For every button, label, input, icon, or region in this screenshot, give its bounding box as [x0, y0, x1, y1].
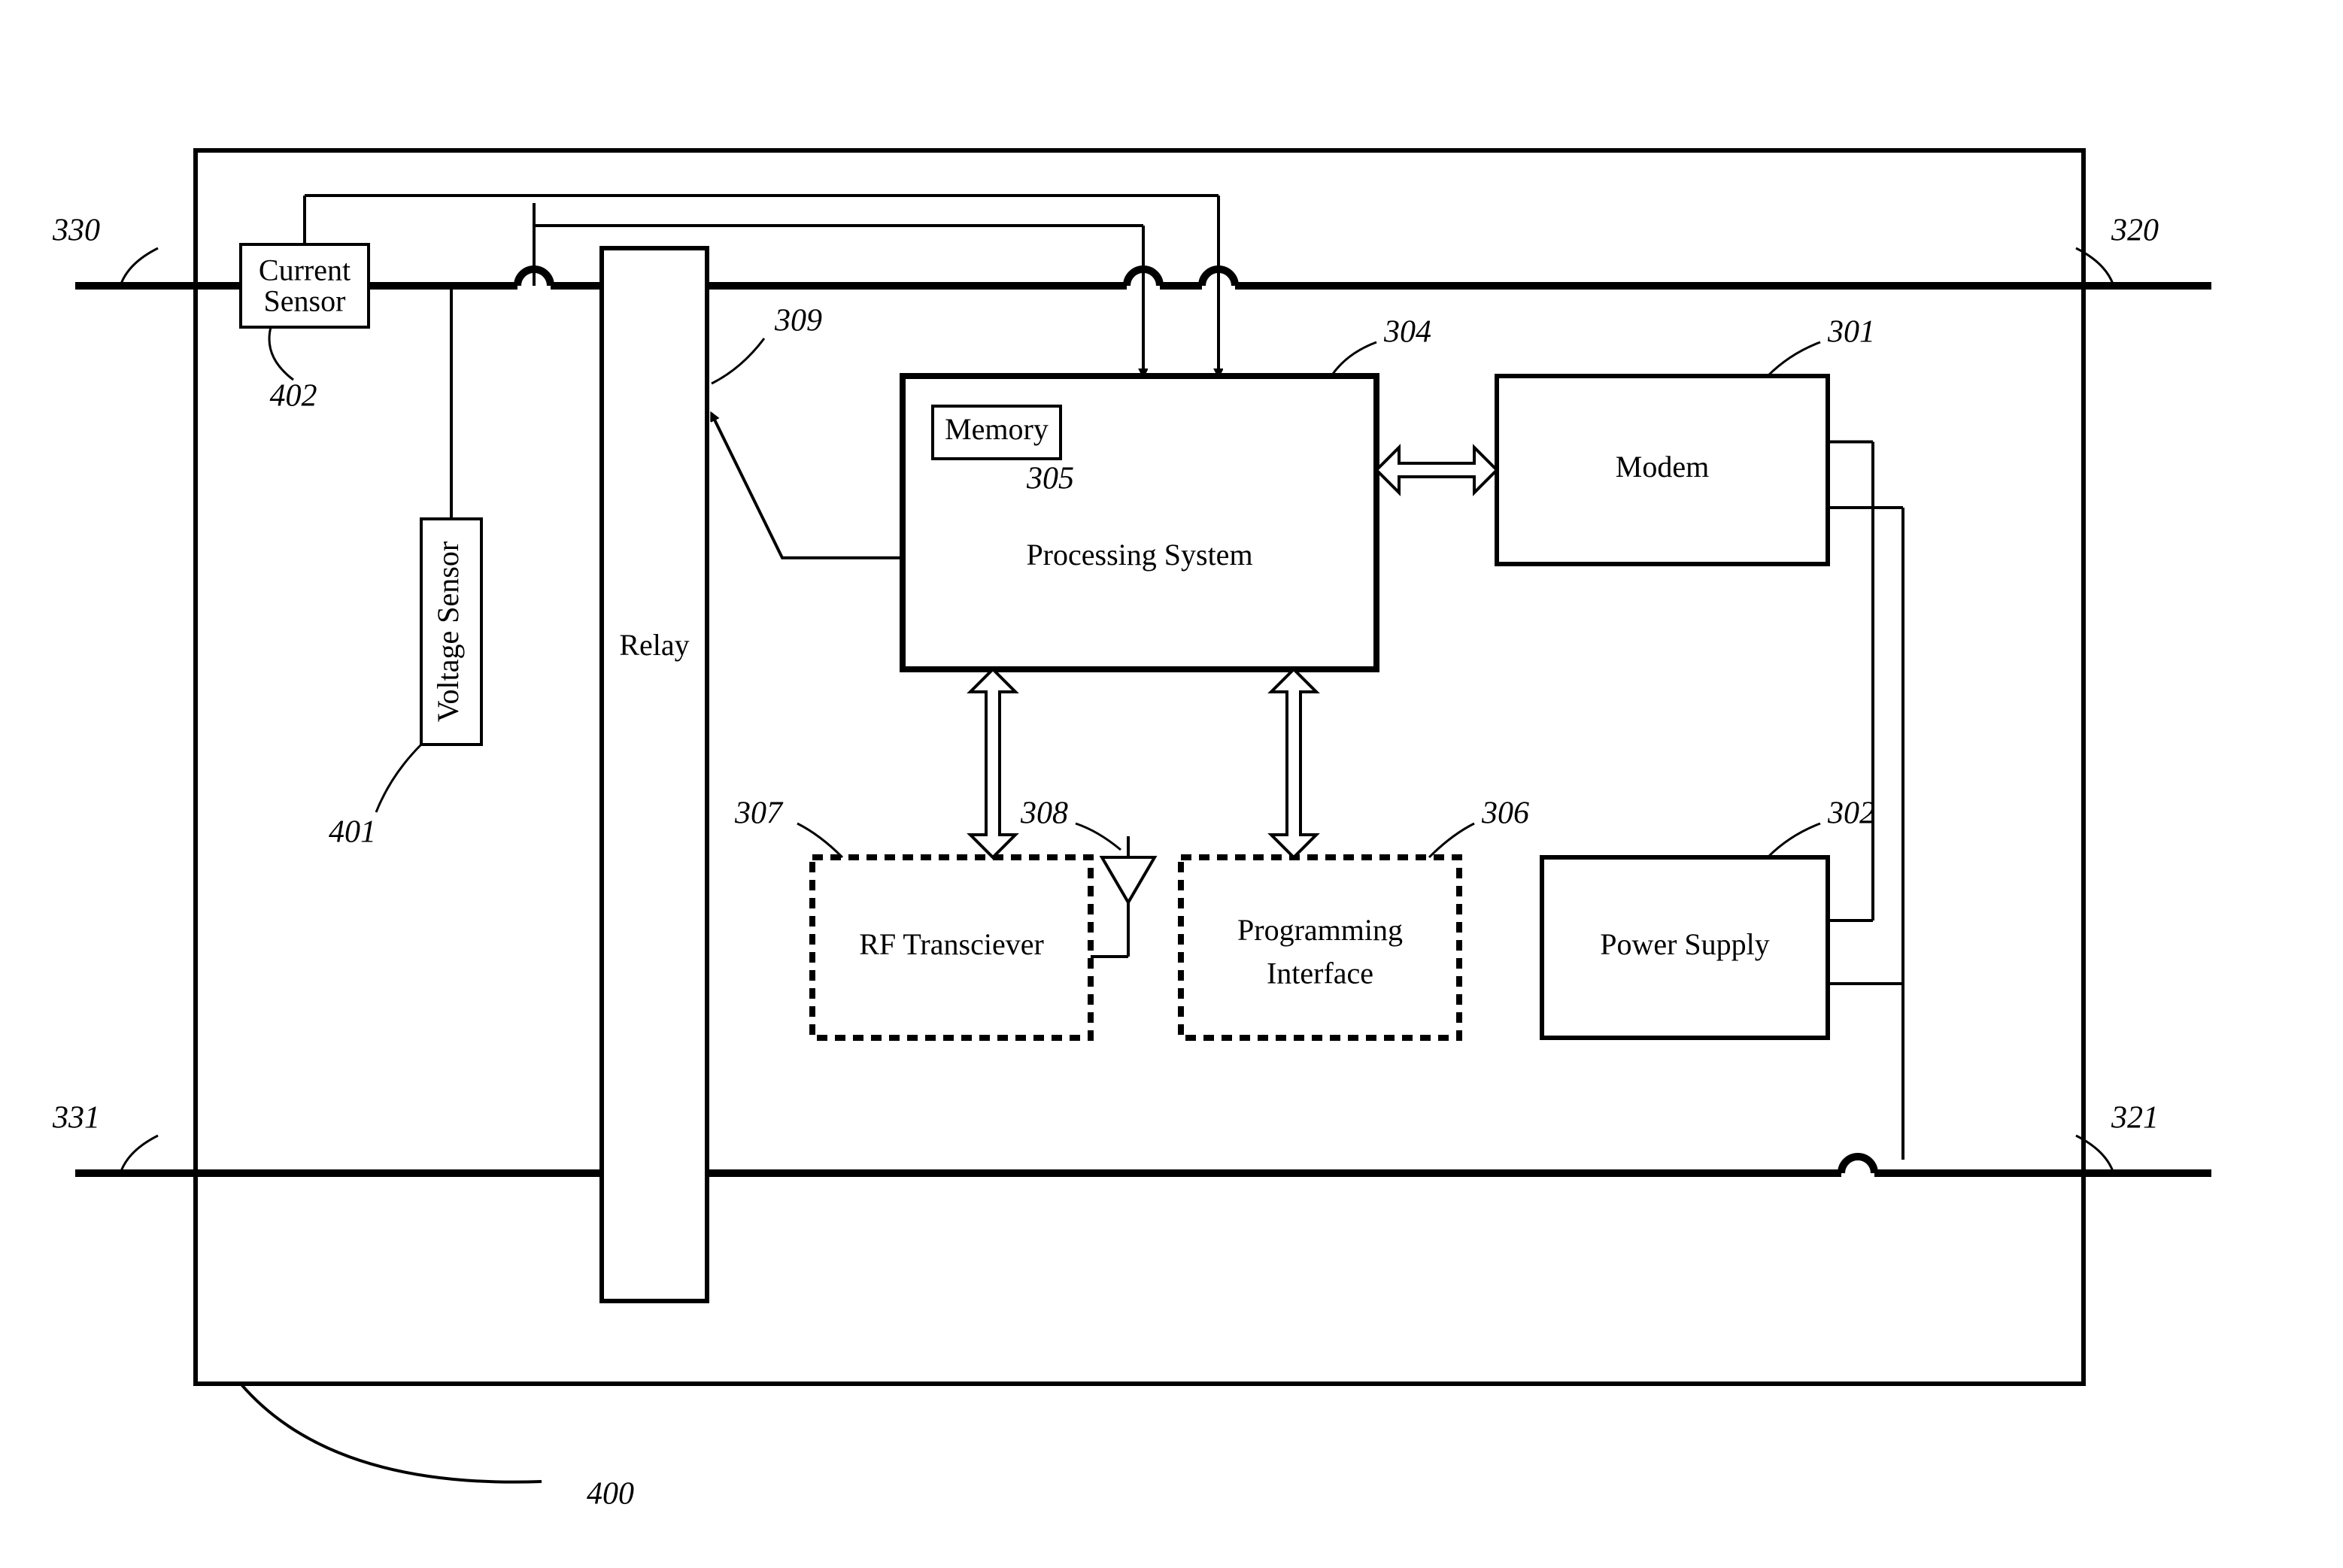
- antenna-icon: [1102, 857, 1155, 902]
- ref-309: 309: [774, 304, 822, 338]
- svg-text:330: 330: [52, 214, 100, 248]
- ref-402: 402: [270, 379, 317, 414]
- modem-label: Modem: [1616, 450, 1709, 484]
- svg-text:Programming: Programming: [1237, 913, 1403, 947]
- svg-text:320: 320: [2111, 214, 2159, 248]
- power-label: Power Supply: [1600, 927, 1770, 961]
- ref-304: 304: [1383, 315, 1431, 350]
- double-arrow: [1271, 669, 1316, 857]
- svg-text:331: 331: [52, 1101, 100, 1136]
- ref-400: 400: [587, 1477, 634, 1512]
- proc-to-relay: [712, 414, 903, 558]
- svg-text:Interface: Interface: [1267, 957, 1373, 990]
- ref-308: 308: [1020, 796, 1068, 831]
- double-arrow: [1376, 447, 1497, 493]
- ref-302: 302: [1827, 796, 1875, 831]
- double-arrow: [970, 669, 1015, 857]
- svg-text:321: 321: [2111, 1101, 2159, 1136]
- memory-label: Memory: [945, 412, 1049, 446]
- ref-307: 307: [734, 796, 784, 831]
- relay-label: Relay: [619, 628, 689, 662]
- svg-text:Sensor: Sensor: [264, 284, 346, 317]
- outer-box: [196, 150, 2084, 1384]
- ref-301: 301: [1827, 315, 1875, 350]
- ref-401: 401: [329, 815, 376, 850]
- voltage-sensor-label: Voltage Sensor: [431, 541, 465, 722]
- ref-306: 306: [1481, 796, 1529, 831]
- processing-label: Processing System: [1026, 538, 1252, 572]
- ref-305: 305: [1026, 462, 1074, 496]
- rf-label: RF Transciever: [859, 927, 1044, 961]
- svg-text:Current: Current: [259, 253, 351, 287]
